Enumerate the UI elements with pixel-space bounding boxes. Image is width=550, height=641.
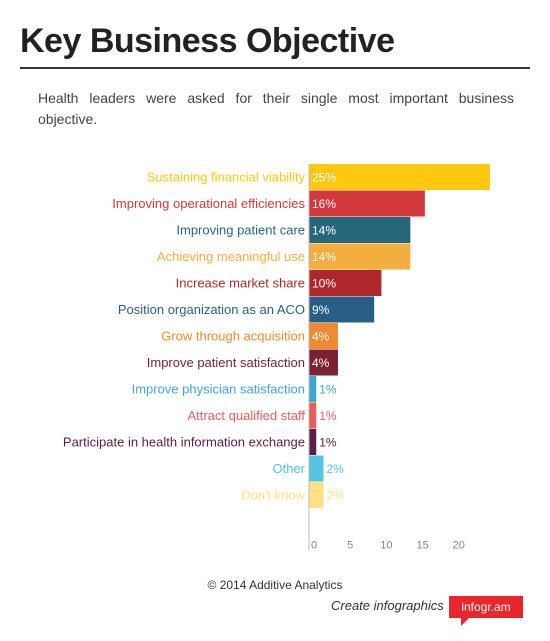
bar <box>309 296 375 323</box>
data-label: 4% <box>312 330 330 344</box>
bar <box>309 349 338 376</box>
x-tick-label: 10 <box>380 540 392 551</box>
category-label: Other <box>272 461 305 476</box>
x-tick-label: 20 <box>453 540 465 551</box>
bar <box>309 164 490 190</box>
category-label: Grow through acquisition <box>161 329 305 344</box>
title-divider <box>20 67 530 69</box>
category-label: Don't know <box>241 488 306 503</box>
data-label: 1% <box>319 383 337 397</box>
data-label: 1% <box>319 409 337 423</box>
copyright-text: © 2014 Additive Analytics <box>207 578 343 592</box>
bar <box>309 270 382 296</box>
x-tick-label: 0 <box>311 540 317 551</box>
bar <box>309 243 411 270</box>
x-tick-label: 15 <box>416 540 428 551</box>
infogram-logo[interactable]: infogr.am <box>449 596 523 626</box>
category-label: Sustaining financial viability <box>147 170 306 185</box>
x-tick-label: 5 <box>347 540 353 551</box>
category-label: Position organization as an ACO <box>118 302 305 317</box>
data-label: 14% <box>312 250 336 264</box>
page-title: Key Business Objective <box>20 22 395 60</box>
category-label: Increase market share <box>176 276 305 291</box>
category-label: Attract qualified staff <box>187 408 305 423</box>
bar <box>309 455 324 482</box>
data-label: 1% <box>319 436 337 450</box>
bar <box>309 402 317 429</box>
category-label: Achieving meaningful use <box>157 249 305 264</box>
bar <box>309 323 338 349</box>
category-label: Improving patient care <box>176 223 305 238</box>
category-label: Improve physician satisfaction <box>132 382 305 397</box>
chart-subtitle: Health leaders were asked for their sing… <box>38 90 514 127</box>
bar <box>309 482 324 508</box>
data-label: 14% <box>312 224 336 238</box>
create-infographics-link[interactable]: Create infographics <box>331 598 444 613</box>
data-label: 4% <box>312 356 330 370</box>
bar-chart: Sustaining financial viability 25% Improvi… <box>63 164 490 551</box>
data-label: 2% <box>326 489 344 503</box>
data-label: 16% <box>312 197 336 211</box>
bar <box>309 376 317 402</box>
bar <box>309 217 411 243</box>
data-label: 25% <box>312 171 336 185</box>
category-label: Improving operational efficiencies <box>112 196 305 211</box>
category-label: Participate in health information exchan… <box>63 435 305 450</box>
bar <box>309 190 425 217</box>
data-label: 2% <box>326 462 344 476</box>
data-label: 10% <box>312 277 336 291</box>
data-label: 9% <box>312 303 330 317</box>
bar <box>309 429 317 455</box>
category-label: Improve patient satisfaction <box>147 355 305 370</box>
